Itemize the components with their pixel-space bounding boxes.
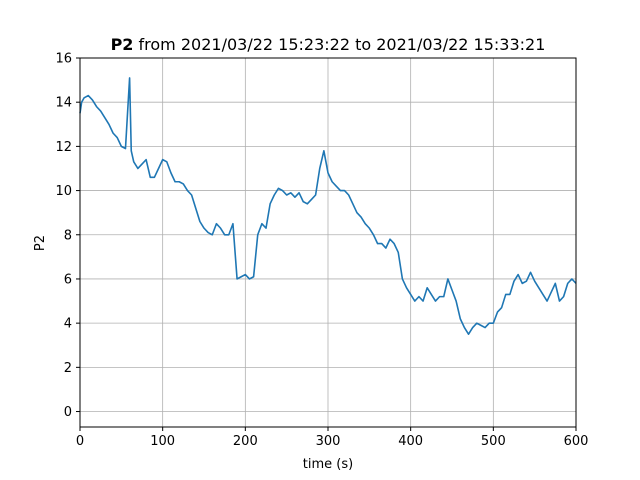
y-tick-label: 12 xyxy=(55,140,72,155)
series-layer xyxy=(79,77,577,335)
x-tick-label: 100 xyxy=(150,434,175,449)
ticks: 0 100 200 300 400 500 600 0 2 4 6 8 10 12 14 16 xyxy=(55,52,588,450)
y-tick-label: 8 xyxy=(64,228,72,243)
x-tick-label: 400 xyxy=(398,434,423,449)
chart-title: P2 from 2021/03/22 15:23:22 to 2021/03/2… xyxy=(111,35,546,54)
x-tick-label: 200 xyxy=(233,434,258,449)
series-line xyxy=(79,77,577,335)
chart-title-bold: P2 xyxy=(111,35,134,54)
y-tick-label: 4 xyxy=(64,317,72,332)
x-tick-label: 500 xyxy=(481,434,506,449)
y-tick-label: 10 xyxy=(55,184,72,199)
y-tick-label: 14 xyxy=(55,96,72,111)
y-tick-label: 16 xyxy=(55,52,72,67)
x-tick-label: 300 xyxy=(316,434,341,449)
y-tick-label: 0 xyxy=(64,405,72,420)
chart-title-rest: from 2021/03/22 15:23:22 to 2021/03/22 1… xyxy=(133,35,545,54)
y-tick-label: 2 xyxy=(64,361,72,376)
x-tick-label: 0 xyxy=(76,434,84,449)
x-axis-label: time (s) xyxy=(303,457,353,472)
grid-lines xyxy=(79,57,577,427)
y-axis-label: P2 xyxy=(33,235,48,251)
y-tick-label: 6 xyxy=(64,272,72,287)
x-tick-label: 600 xyxy=(564,434,589,449)
